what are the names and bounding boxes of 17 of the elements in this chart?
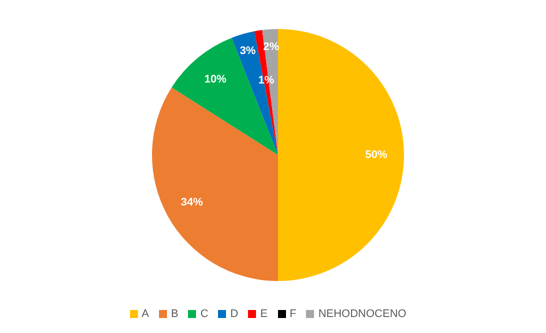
legend-label: D bbox=[230, 308, 238, 320]
pie-slice bbox=[278, 29, 404, 281]
pie-slice bbox=[254, 30, 278, 155]
data-label: 10% bbox=[204, 73, 227, 86]
legend-label: E bbox=[260, 308, 268, 320]
legend-label: C bbox=[200, 308, 208, 320]
legend-label: A bbox=[142, 308, 149, 320]
data-label: 34% bbox=[180, 196, 204, 208]
legend-label: F bbox=[290, 308, 296, 320]
pie-slice bbox=[152, 87, 278, 281]
data-label: 50% bbox=[365, 149, 388, 161]
pie-slice bbox=[232, 31, 278, 155]
legend-label: B bbox=[171, 308, 178, 320]
legend-label: NEHODNOCENO bbox=[318, 308, 406, 320]
pie-slice bbox=[172, 38, 278, 155]
data-label: 3% bbox=[240, 44, 256, 57]
data-label: 1% bbox=[258, 74, 274, 86]
